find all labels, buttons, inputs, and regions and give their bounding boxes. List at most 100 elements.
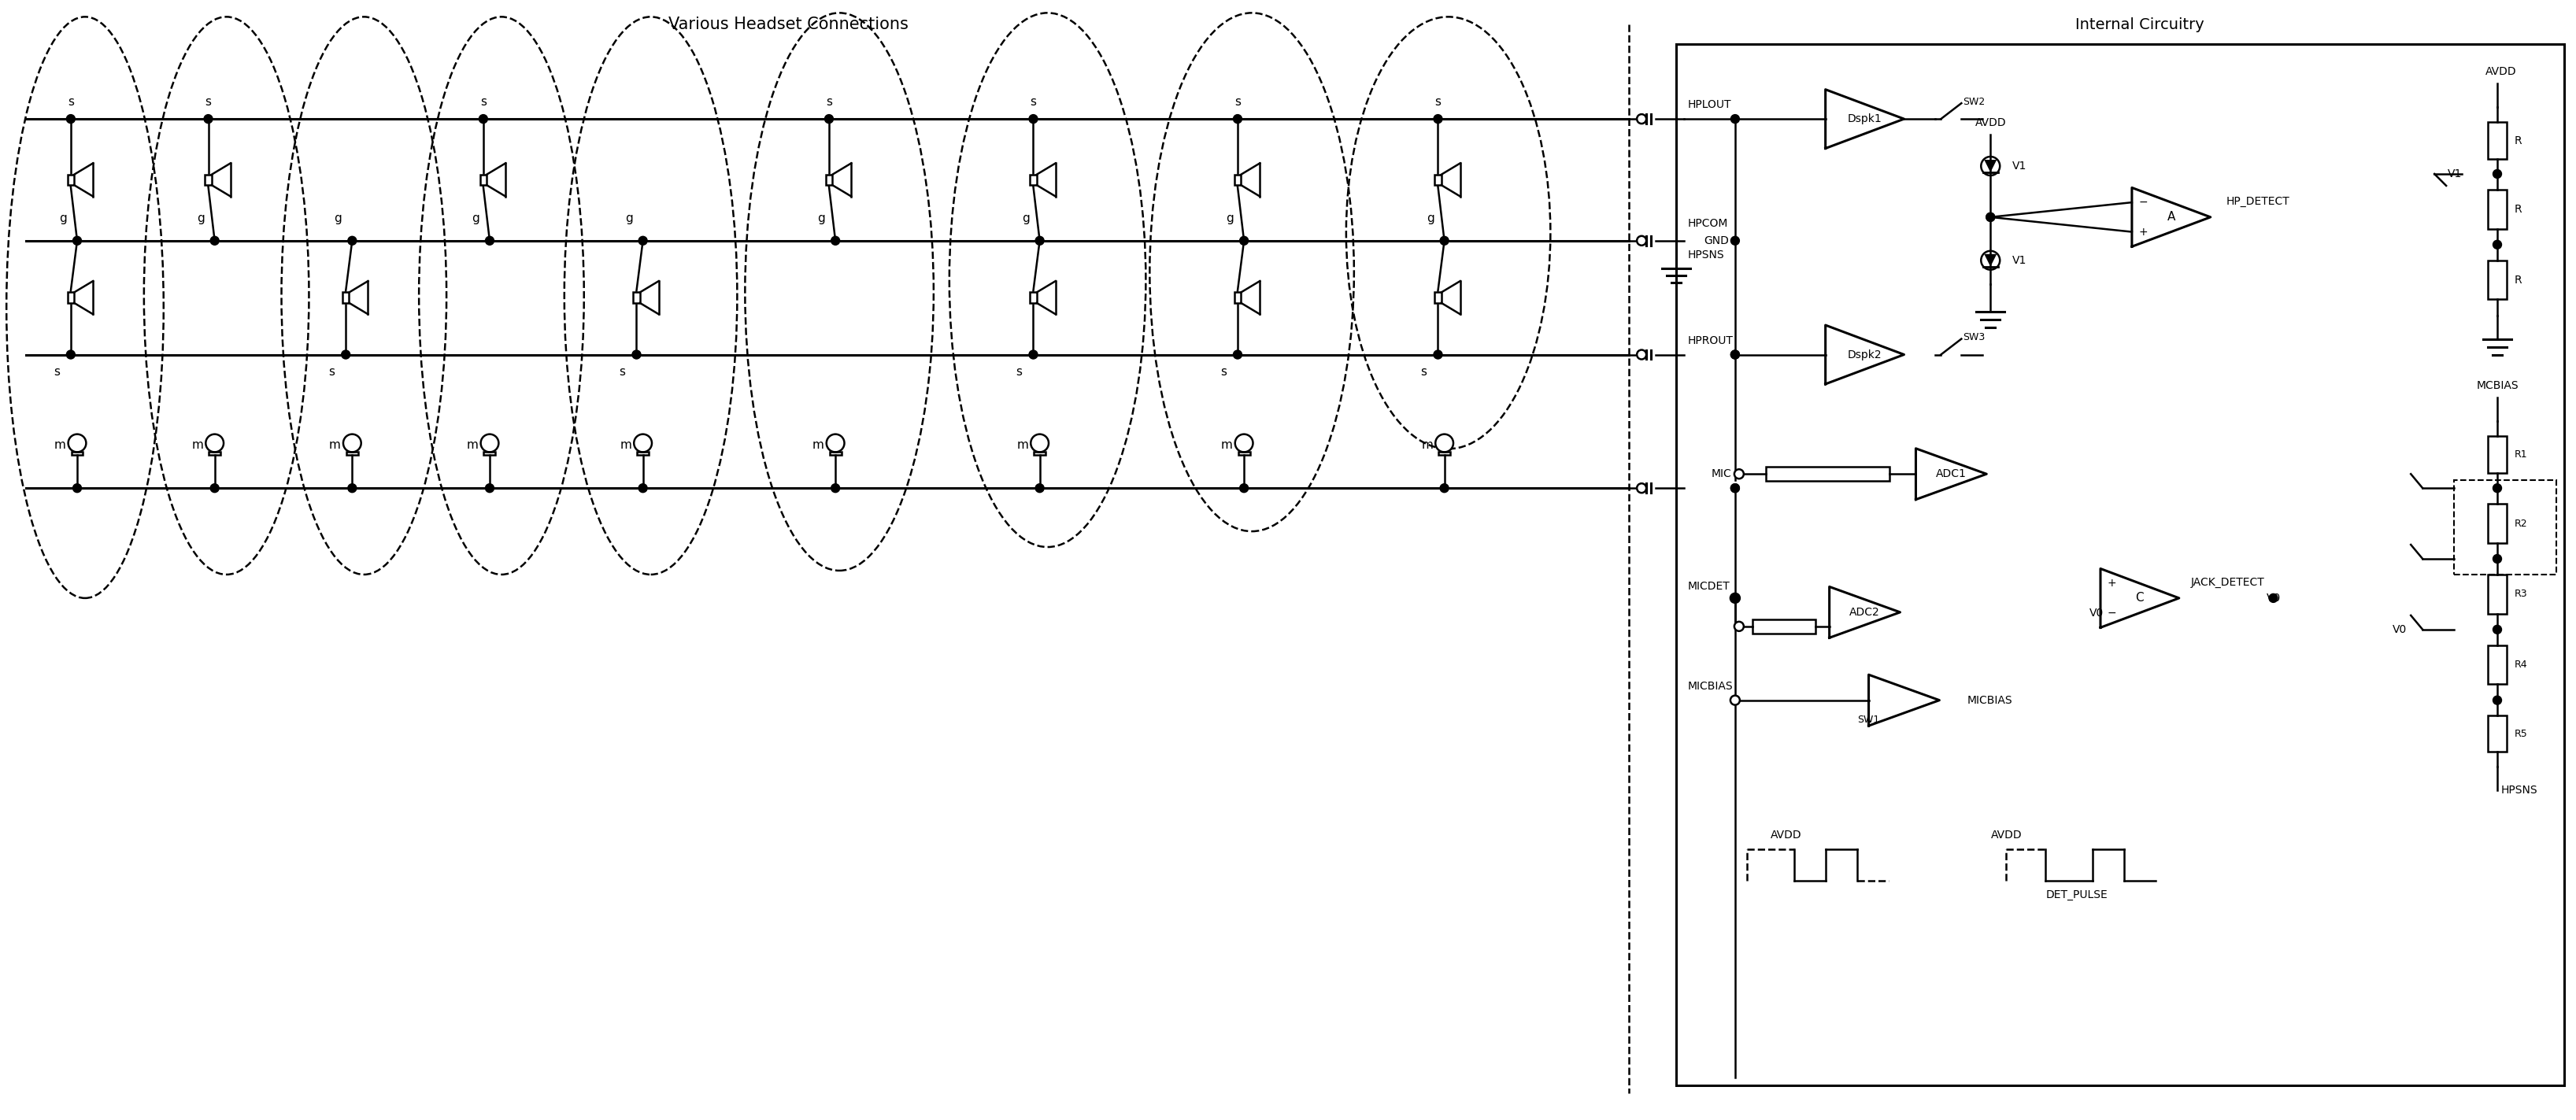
Text: R3: R3 (2514, 589, 2527, 599)
Circle shape (2491, 625, 2501, 634)
Text: HPLOUT: HPLOUT (1687, 100, 1731, 110)
Polygon shape (1984, 254, 1996, 267)
Text: s: s (1015, 366, 1023, 377)
Circle shape (211, 484, 219, 493)
Text: R2: R2 (2514, 519, 2527, 529)
Text: V1: V1 (2012, 255, 2027, 265)
Circle shape (1234, 435, 1252, 452)
Text: g: g (1023, 213, 1028, 225)
Bar (1437, 452, 1450, 455)
Bar (1674, 45, 2563, 1085)
Circle shape (634, 435, 652, 452)
Text: s: s (1419, 366, 1427, 377)
Circle shape (1731, 484, 1739, 493)
Text: s: s (1030, 95, 1036, 108)
Text: s: s (54, 366, 59, 377)
Circle shape (1731, 114, 1739, 123)
Circle shape (832, 236, 840, 245)
Circle shape (1731, 484, 1739, 493)
Bar (1236, 452, 1249, 455)
Text: Various Headset Connections: Various Headset Connections (667, 17, 907, 32)
Text: ADC2: ADC2 (1850, 607, 1880, 618)
Bar (1234, 292, 1242, 302)
Circle shape (1435, 435, 1453, 452)
Bar (2486, 645, 2506, 684)
Bar (824, 175, 832, 185)
Circle shape (1734, 469, 1744, 478)
Circle shape (2491, 169, 2501, 178)
Text: MIC: MIC (1710, 468, 1731, 479)
Text: A: A (2166, 212, 2174, 223)
Circle shape (1440, 484, 1448, 493)
Bar (209, 452, 222, 455)
Bar (2486, 122, 2506, 159)
Text: HPCOM: HPCOM (1687, 218, 1728, 228)
Text: g: g (1226, 213, 1234, 225)
Text: m: m (330, 439, 340, 451)
Bar (2486, 504, 2506, 543)
Bar (479, 175, 487, 185)
Bar (2486, 716, 2506, 752)
Circle shape (1432, 114, 1443, 123)
Text: HPROUT: HPROUT (1687, 335, 1734, 346)
Text: s: s (479, 95, 487, 108)
Circle shape (206, 435, 224, 452)
Text: g: g (1427, 213, 1435, 225)
Bar (484, 452, 495, 455)
Bar (634, 292, 639, 302)
Circle shape (348, 484, 355, 493)
Circle shape (1234, 351, 1242, 358)
Text: s: s (206, 95, 211, 108)
Text: AVDD: AVDD (1991, 830, 2022, 841)
Text: HPSNS: HPSNS (2501, 785, 2537, 796)
Text: SW2: SW2 (1963, 96, 1984, 106)
Text: g: g (335, 213, 343, 225)
Text: MICBIAS: MICBIAS (1687, 681, 1734, 691)
Text: HP_DETECT: HP_DETECT (2226, 196, 2290, 207)
Bar (1435, 175, 1440, 185)
Circle shape (1234, 114, 1242, 123)
Circle shape (1636, 484, 1646, 493)
Bar (2452, 480, 2555, 575)
Text: V1: V1 (2447, 168, 2460, 179)
Circle shape (1986, 213, 1994, 222)
Text: R: R (2514, 136, 2522, 146)
Circle shape (67, 435, 85, 452)
Circle shape (204, 114, 211, 123)
Text: MICBIAS: MICBIAS (1965, 694, 2012, 706)
Text: m: m (1018, 439, 1028, 451)
Text: +: + (2107, 578, 2115, 589)
Circle shape (479, 114, 487, 123)
Text: AVDD: AVDD (2486, 66, 2517, 77)
Text: GND: GND (1703, 235, 1728, 246)
Text: V0: V0 (2391, 624, 2406, 635)
Circle shape (1731, 236, 1739, 245)
Circle shape (1731, 696, 1739, 704)
Circle shape (72, 484, 82, 493)
Text: R4: R4 (2514, 660, 2527, 670)
Circle shape (211, 236, 219, 245)
Bar (2486, 261, 2506, 299)
Text: +: + (2138, 226, 2146, 237)
Text: s: s (824, 95, 832, 108)
Bar (1234, 175, 1242, 185)
Text: V0: V0 (2089, 607, 2102, 618)
Text: m: m (54, 439, 67, 451)
Text: m: m (811, 439, 824, 451)
Circle shape (1636, 236, 1646, 245)
Circle shape (1028, 351, 1038, 358)
Bar (2486, 437, 2506, 473)
Text: DET_PULSE: DET_PULSE (2045, 889, 2107, 900)
Circle shape (67, 114, 75, 123)
Bar (343, 292, 350, 302)
Text: Dspk1: Dspk1 (1847, 113, 1880, 124)
Circle shape (639, 484, 647, 493)
Circle shape (1731, 594, 1739, 603)
Text: m: m (466, 439, 479, 451)
Bar (206, 175, 211, 185)
Circle shape (482, 435, 500, 452)
Bar (72, 452, 82, 455)
Text: R: R (2514, 274, 2522, 286)
Circle shape (2269, 594, 2277, 603)
Text: JACK_DETECT: JACK_DETECT (2190, 577, 2264, 588)
